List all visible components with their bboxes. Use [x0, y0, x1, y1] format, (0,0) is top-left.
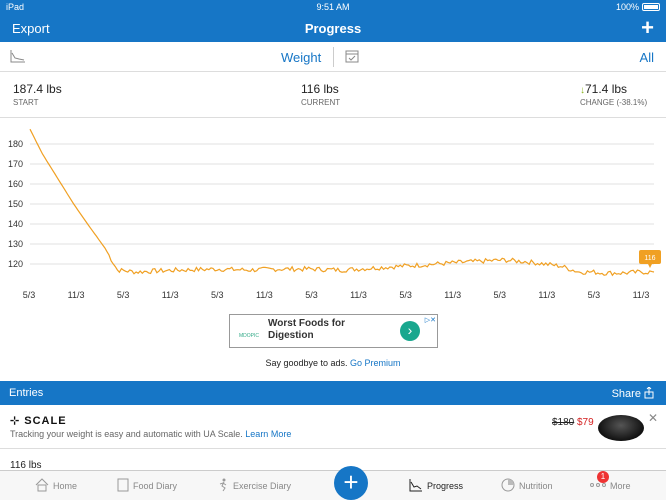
ua-scale-promo[interactable]: ⊹ SCALE Tracking your weight is easy and… [0, 405, 666, 449]
calendar-icon[interactable] [345, 49, 359, 63]
more-icon [590, 483, 606, 487]
tab-nutrition[interactable]: Nutrition [501, 478, 553, 492]
add-entry-button[interactable]: + [641, 15, 654, 40]
tab-progress[interactable]: Progress [409, 478, 463, 492]
last-value-label: 116 [644, 255, 655, 262]
more-badge: 1 [597, 471, 609, 483]
tab-home[interactable]: Home [35, 478, 77, 492]
start-label: START [13, 98, 39, 107]
device-name: iPad [6, 2, 25, 12]
entries-title: Entries [9, 387, 44, 399]
y-tick-label: 120 [8, 259, 23, 269]
metric-selector[interactable]: Weight [281, 50, 322, 65]
chart-type-icon[interactable] [10, 49, 26, 63]
ad-free-prompt: Say goodbye to ads. Go Premium [0, 358, 666, 368]
x-tick-label: 11/3 [256, 290, 273, 300]
share-label: Share [611, 388, 641, 400]
status-bar: iPad 9:51 AM 100% [0, 0, 666, 14]
nutrition-icon [501, 478, 515, 492]
export-button[interactable]: Export [12, 21, 50, 36]
x-tick-label: 5/3 [305, 290, 318, 300]
share-icon [644, 386, 654, 399]
x-tick-label: 11/3 [162, 290, 179, 300]
current-label: CURRENT [301, 98, 341, 107]
weight-series-line [29, 128, 655, 277]
tab-label: Progress [427, 481, 464, 491]
promo-brand-name: SCALE [24, 415, 67, 427]
progress-icon [409, 479, 422, 492]
last-value-pointer [648, 264, 652, 268]
x-tick-label: 5/3 [588, 290, 601, 300]
entry-row-value[interactable]: 116 lbs [10, 460, 42, 471]
food-diary-icon [117, 478, 129, 492]
nav-bar: Export Progress + [0, 14, 666, 42]
promo-new-price: $79 [577, 417, 594, 428]
tab-bar: Home Food Diary Exercise Diary Progress … [0, 470, 666, 500]
adchoices-icon[interactable]: ▷✕ [424, 317, 436, 324]
status-time: 9:51 AM [316, 2, 350, 12]
y-tick-label: 150 [8, 199, 23, 209]
tab-label: Nutrition [519, 481, 553, 491]
stats-summary: 187.4 lbs START 116 lbs CURRENT ↓71.4 lb… [0, 72, 666, 118]
promo-old-price: $180 [552, 417, 575, 428]
x-tick-label: 11/3 [444, 290, 461, 300]
current-value: 116 lbs [301, 82, 339, 96]
promo-brand: ⊹ SCALE [10, 414, 67, 427]
battery-percent: 100% [615, 2, 639, 12]
scale-image [598, 415, 644, 441]
x-tick-label: 11/3 [68, 290, 85, 300]
battery-icon [642, 3, 660, 11]
quick-add-button[interactable]: + [334, 466, 368, 500]
learn-more-link[interactable]: Learn More [245, 429, 292, 439]
ad-logo: MDOPIC [239, 333, 259, 339]
page-title: Progress [304, 21, 362, 36]
date-range-selector[interactable]: All [639, 50, 654, 65]
ad-free-text: Say goodbye to ads. [265, 358, 348, 368]
start-value: 187.4 lbs [13, 82, 62, 96]
current-stat: 116 lbs CURRENT [301, 82, 340, 107]
tab-food-diary[interactable]: Food Diary [117, 478, 177, 492]
y-tick-label: 180 [8, 139, 23, 149]
tab-more[interactable]: More [590, 478, 631, 492]
ad-banner[interactable]: MDOPIC Worst Foods for Digestion › ▷✕ [229, 314, 438, 348]
last-value-badge [639, 250, 661, 264]
battery-indicator: 100% [616, 2, 660, 12]
start-stat: 187.4 lbs START [13, 82, 62, 107]
ad-go-button[interactable]: › [400, 321, 420, 341]
tab-label: Food Diary [133, 481, 178, 491]
x-tick-label: 11/3 [633, 290, 650, 300]
x-tick-label: 5/3 [117, 290, 130, 300]
x-tick-label: 5/3 [23, 290, 36, 300]
promo-tagline-row: Tracking your weight is easy and automat… [10, 429, 291, 439]
x-tick-label: 5/3 [494, 290, 507, 300]
under-armour-logo: ⊹ [10, 415, 21, 427]
change-value: 71.4 lbs [585, 82, 628, 96]
tab-label: Home [53, 481, 78, 491]
exercise-icon [219, 478, 227, 492]
promo-tagline: Tracking your weight is easy and automat… [10, 429, 243, 439]
share-button[interactable]: Share [611, 386, 654, 400]
change-stat: ↓71.4 lbs CHANGE (-38.1%) [580, 82, 647, 107]
entries-header: Entries Share [0, 381, 666, 405]
home-icon [35, 478, 49, 492]
y-tick-label: 170 [8, 159, 23, 169]
weight-chart[interactable]: 120 130 140 150 160 170 180 5/3 11/3 5/3 11/3 5/3 11… [0, 118, 666, 308]
y-tick-label: 160 [8, 179, 23, 189]
change-label: CHANGE (-38.1%) [580, 98, 648, 107]
y-tick-label: 140 [8, 219, 23, 229]
filter-bar: Weight All [0, 42, 666, 72]
x-tick-label: 5/3 [211, 290, 224, 300]
tab-exercise-diary[interactable]: Exercise Diary [217, 478, 291, 492]
x-tick-label: 11/3 [350, 290, 367, 300]
y-tick-label: 130 [8, 239, 23, 249]
tab-label: Exercise Diary [233, 481, 292, 491]
promo-close-button[interactable]: ✕ [647, 411, 658, 425]
filter-divider [333, 47, 334, 67]
go-premium-link[interactable]: Go Premium [350, 358, 401, 368]
x-tick-label: 5/3 [399, 290, 412, 300]
down-arrow-icon: ↓ [580, 85, 585, 96]
ad-headline: Worst Foods for Digestion [268, 318, 346, 341]
x-tick-label: 11/3 [538, 290, 555, 300]
tab-label: More [610, 481, 631, 491]
